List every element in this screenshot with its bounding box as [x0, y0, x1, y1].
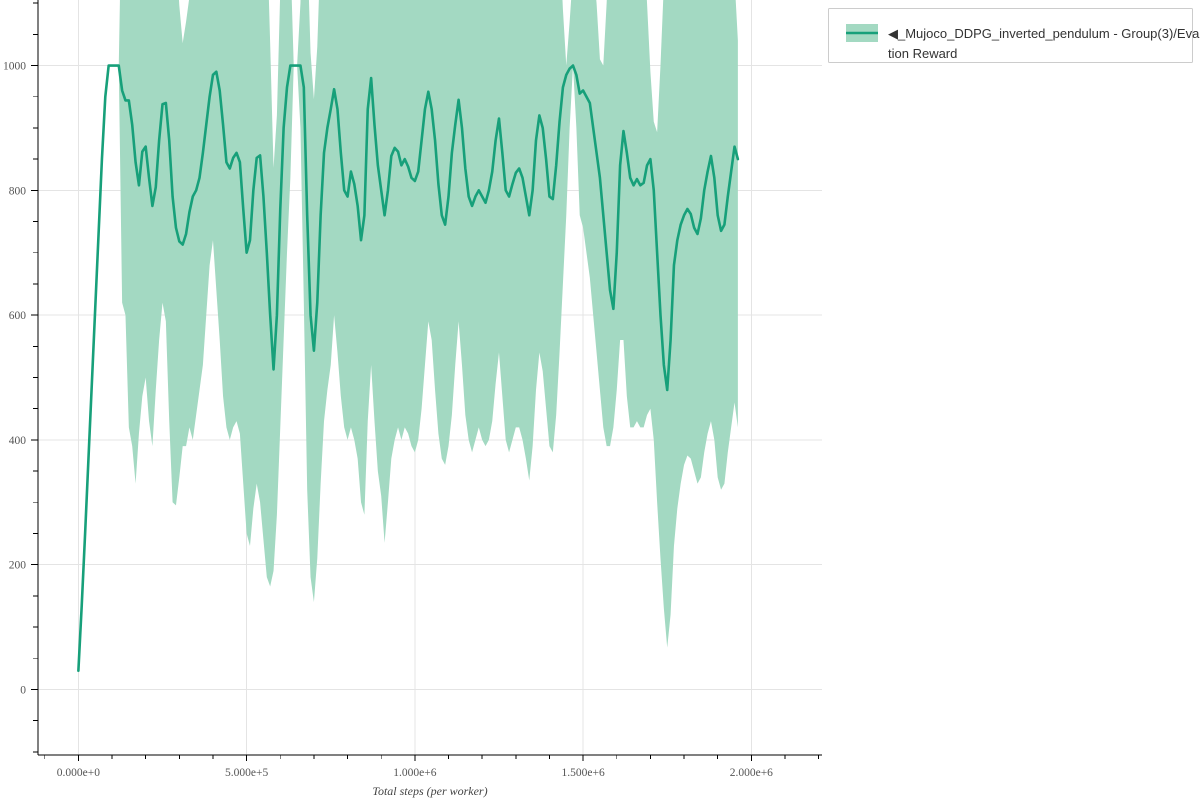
x-axis-tick-labels: 0.000e+0 5.000e+5 1.000e+6 1.500e+6 2.000e+6 [57, 767, 773, 779]
x-axis-title: Total steps (per worker) [372, 784, 487, 798]
y-axis-ticks [31, 2, 38, 753]
y-tick-label: 1000 [3, 61, 26, 73]
x-tick-label: 1.000e+6 [393, 767, 436, 779]
y-tick-label: 800 [9, 185, 27, 197]
legend-label-line1: ◀_Mujoco_DDPG_inverted_pendulum - Group(… [888, 26, 1200, 41]
legend-background [828, 8, 1193, 63]
legend-label-line2: tion Reward [888, 46, 957, 61]
x-tick-label: 2.000e+6 [730, 767, 773, 779]
y-tick-label: 0 [20, 684, 26, 696]
x-tick-label: 0.000e+0 [57, 767, 100, 779]
mean-line [77, 64, 740, 673]
y-tick-label: 200 [9, 560, 27, 572]
y-tick-label: 600 [9, 310, 27, 322]
x-tick-label: 5.000e+5 [225, 767, 268, 779]
confidence-band [78, 0, 738, 674]
y-axis-tick-labels: 0 200 400 600 800 1000 [3, 61, 26, 697]
x-axis-ticks [44, 755, 820, 761]
x-tick-label: 1.500e+6 [561, 767, 604, 779]
y-tick-label: 400 [9, 435, 27, 447]
legend[interactable]: ◀_Mujoco_DDPG_inverted_pendulum - Group(… [828, 8, 1200, 63]
plot-data-area [77, 0, 740, 674]
